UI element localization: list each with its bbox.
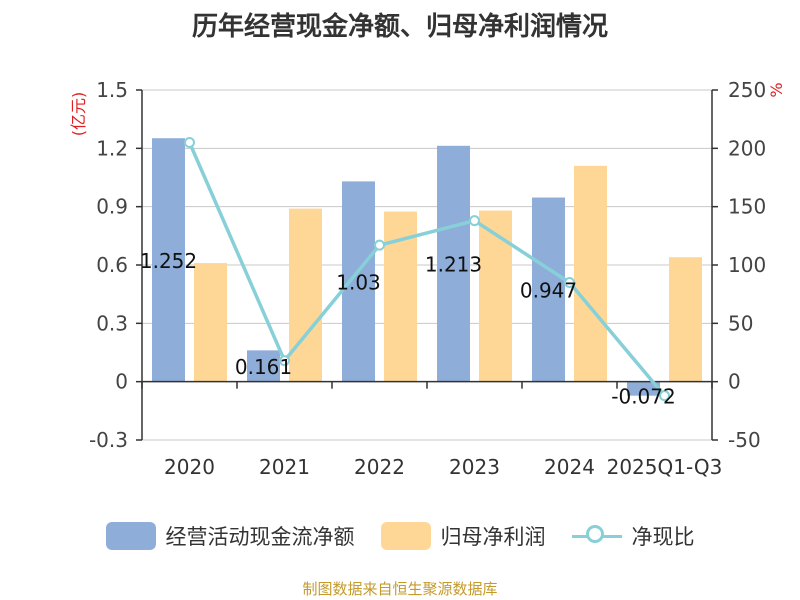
bar-net-profit [479,210,512,382]
x-tick-label: 2021 [259,455,310,479]
ratio-point [374,239,385,251]
y-left-tick-label: 0 [115,370,128,394]
data-label-cash-flow: 1.03 [336,271,381,295]
data-label-cash-flow: 0.161 [235,355,292,379]
legend-item-ratio[interactable]: 净现比 [571,521,695,551]
legend-swatch-ratio [571,522,622,550]
y-right-tick-label: 0 [728,370,741,394]
x-tick-label: 2025Q1-Q3 [607,455,723,479]
y-right-tick-label: 200 [728,136,766,160]
bar-cash-flow [627,381,660,396]
legend: 经营活动现金流净额 归母净利润 净现比 [0,516,800,556]
bar-net-profit [669,257,702,382]
data-label-cash-flow: 0.947 [520,279,577,303]
y-left-tick-label: 1.5 [96,78,128,102]
ratio-point [184,137,195,148]
bar-cash-flow [532,197,565,382]
y-left-tick-label: 0.6 [96,253,128,277]
x-tick-label: 2022 [354,455,405,479]
y-right-unit: % [767,82,786,97]
legend-swatch-cash-flow [105,522,156,550]
chart-plot: 1.5 1.2 0.9 0.6 0.3 0 -0.3 250 200 150 100 50 0 -50 (亿… [69,78,786,479]
legend-label-net-profit: 归母净利润 [440,525,546,549]
y-right-tick-label: 50 [728,311,753,335]
bar-cash-flow [152,138,185,382]
y-right-tick-label: -50 [728,428,761,452]
chart-title: 历年经营现金净额、归母净利润情况 [191,12,608,42]
legend-label-ratio: 净现比 [631,525,695,549]
bar-cash-flow [437,145,470,382]
y-right-tick-label: 150 [728,195,766,219]
bar-net-profit [574,165,607,382]
y-left-tick-label: 0.9 [96,195,128,219]
ratio-line [187,141,666,397]
legend-item-cash-flow[interactable]: 经营活动现金流净额 [105,521,355,551]
x-tick-label: 2023 [449,455,500,479]
data-label-cash-flow: -0.072 [611,385,675,409]
y-left-unit: (亿元) [69,92,88,137]
data-label-cash-flow: 1.213 [425,253,482,277]
source-note: 制图数据来自恒生聚源数据库 [302,580,498,598]
y-left-tick-label: 1.2 [96,136,128,160]
y-left-tick-label: 0.3 [96,311,128,335]
y-left-tick-label: -0.3 [89,428,128,452]
legend-label-cash-flow: 经营活动现金流净额 [165,525,355,549]
ratio-point [659,390,670,402]
x-tick-label: 2020 [164,455,215,479]
legend-item-net-profit[interactable]: 归母净利润 [380,521,546,551]
ratio-point [469,215,480,227]
bar-cash-flow [247,350,280,382]
bar-net-profit [289,208,322,382]
legend-swatch-net-profit [380,522,431,550]
data-label-cash-flow: 1.252 [140,249,197,273]
x-tick-label: 2024 [544,455,595,479]
bar-net-profit [194,263,227,382]
y-right-tick-label: 250 [728,78,766,102]
ratio-point [564,277,575,288]
ratio-point [279,355,290,367]
y-right-tick-label: 100 [728,253,766,277]
